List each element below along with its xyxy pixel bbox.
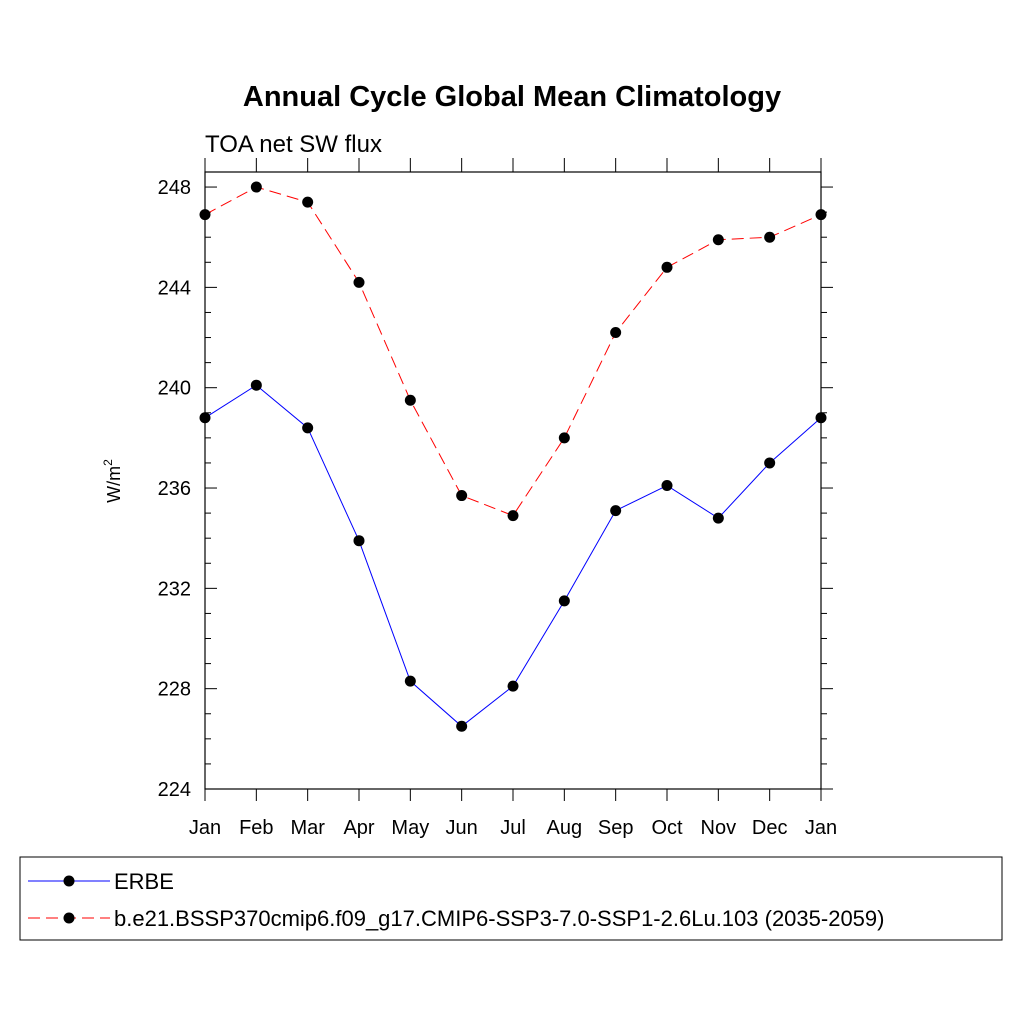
y-axis-label: W/m2 <box>101 459 124 503</box>
data-point <box>404 675 416 687</box>
data-point <box>456 720 468 732</box>
x-tick-label: May <box>391 817 429 839</box>
data-point <box>558 595 570 607</box>
legend-label-erbe: ERBE <box>114 869 174 894</box>
data-point <box>610 505 622 517</box>
legend-label-model: b.e21.BSSP370cmip6.f09_g17.CMIP6-SSP3-7.… <box>114 906 884 931</box>
data-point <box>815 209 827 221</box>
y-tick-label: 224 <box>158 779 191 801</box>
x-tick-label: Nov <box>701 817 737 839</box>
x-tick-label: Dec <box>752 817 788 839</box>
x-tick-label: Feb <box>239 817 273 839</box>
y-axis-label-superscript: 2 <box>101 459 115 466</box>
data-point <box>250 379 262 391</box>
legend-box <box>19 856 1003 941</box>
x-tick-label: Jan <box>189 817 221 839</box>
series-layer <box>199 181 827 732</box>
data-point <box>558 432 570 444</box>
data-point <box>661 261 673 273</box>
data-point <box>507 680 519 692</box>
data-point <box>302 422 314 434</box>
axis-ticks <box>204 158 833 801</box>
legend-marker-erbe <box>63 875 75 887</box>
x-tick-label: Oct <box>651 817 683 839</box>
x-tick-label: Mar <box>290 817 325 839</box>
data-point <box>250 181 262 193</box>
legend: ERBE b.e21.BSSP370cmip6.f09_g17.CMIP6-SS… <box>19 856 1003 941</box>
data-point <box>661 480 673 492</box>
data-point <box>764 231 776 243</box>
data-point <box>456 490 468 502</box>
data-point <box>353 276 365 288</box>
data-point <box>815 412 827 424</box>
y-tick-label: 228 <box>158 679 191 701</box>
data-point <box>507 510 519 522</box>
data-point <box>404 394 416 406</box>
series-line-0 <box>204 384 822 727</box>
x-tick-label: Sep <box>598 817 634 839</box>
plot-frame <box>204 171 822 790</box>
x-tick-label: Jan <box>805 817 837 839</box>
data-point <box>302 196 314 208</box>
data-point <box>353 535 365 547</box>
data-point <box>712 234 724 246</box>
chart-subtitle: TOA net SW flux <box>205 131 382 158</box>
x-tick-label: Aug <box>547 817 583 839</box>
y-tick-labels: 224 228 232 236 240 244 248 <box>158 177 191 801</box>
x-tick-label: Jul <box>500 817 526 839</box>
x-tick-label: Jun <box>446 817 478 839</box>
data-point <box>199 209 211 221</box>
chart-title: Annual Cycle Global Mean Climatology <box>243 81 781 113</box>
series-1 <box>199 181 827 522</box>
data-point <box>610 327 622 339</box>
series-line-1 <box>204 186 822 517</box>
data-point <box>199 412 211 424</box>
y-tick-label: 248 <box>158 177 191 199</box>
data-point <box>712 512 724 524</box>
legend-marker-model <box>63 912 75 924</box>
y-tick-label: 244 <box>158 277 191 299</box>
y-tick-label: 232 <box>158 578 191 600</box>
y-tick-label: 240 <box>158 378 191 400</box>
x-tick-label: Apr <box>343 817 374 839</box>
y-tick-label: 236 <box>158 478 191 500</box>
series-0 <box>199 379 827 732</box>
x-tick-labels: Jan Feb Mar Apr May Jun Jul Aug Sep Oct Nov Dec Jan <box>189 817 837 839</box>
data-point <box>764 457 776 469</box>
